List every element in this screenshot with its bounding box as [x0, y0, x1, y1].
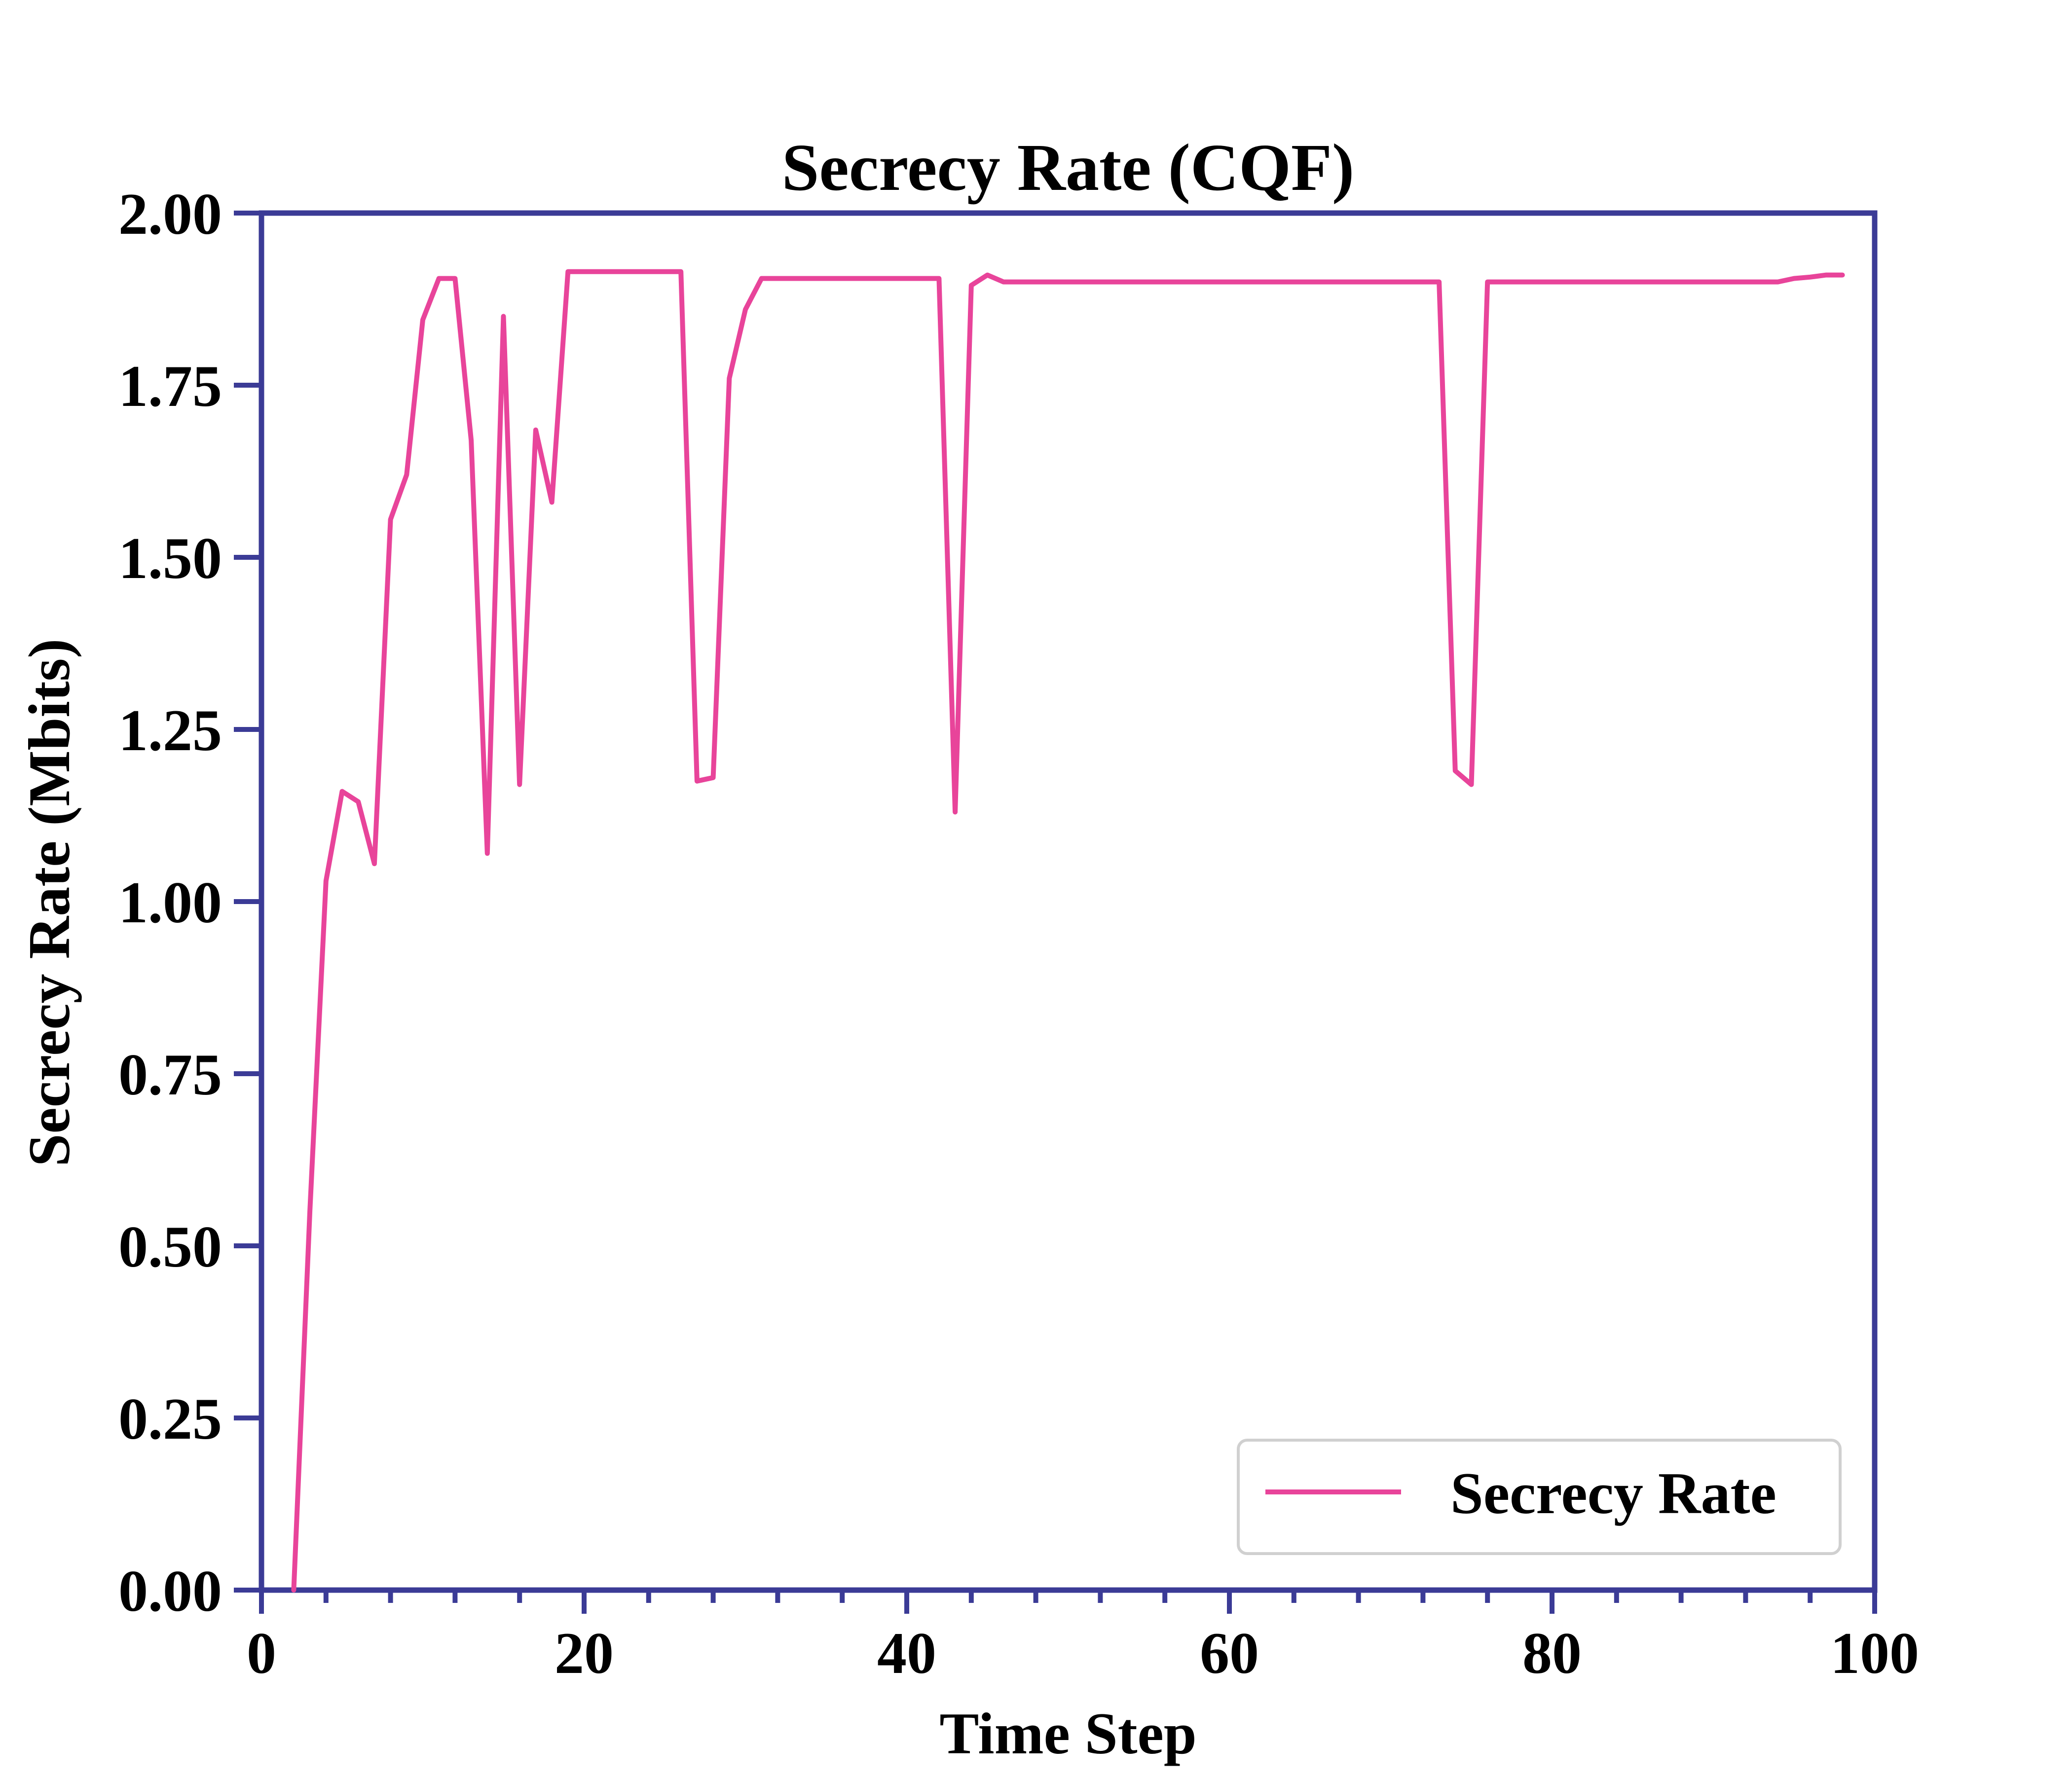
y-tick-label: 0.75: [118, 1042, 222, 1107]
legend-label-secrecy-rate: Secrecy Rate: [1450, 1460, 1776, 1526]
chart-title: Secrecy Rate (CQF): [782, 131, 1355, 205]
y-axis: 0.00 0.25 0.50 0.75 1.00 1.25 1.50 1.75 2.00: [118, 181, 261, 1624]
series-layer: [291, 269, 1845, 1593]
y-tick-label: 1.25: [118, 697, 222, 763]
plot-area: [259, 210, 1878, 1593]
y-tick-label: 1.50: [118, 525, 222, 591]
y-tick-label: 2.00: [118, 181, 222, 247]
x-tick-label: 80: [1522, 1620, 1582, 1686]
legend-frame: [1237, 1439, 1842, 1555]
x-tick-label: 100: [1830, 1620, 1919, 1686]
y-axis-label: Secrecy Rate (Mbits): [16, 639, 82, 1167]
x-tick-label: 60: [1200, 1620, 1259, 1686]
x-axis: 0 20 40 60 80 100: [247, 1590, 1919, 1686]
y-tick-label: 0.00: [118, 1558, 222, 1624]
y-tick-label: 1.75: [118, 353, 222, 419]
x-tick-label: 20: [555, 1620, 614, 1686]
x-tick-label: 0: [247, 1620, 276, 1686]
series-line-secrecy-rate: [291, 269, 1845, 1593]
plot-frame: [259, 210, 1878, 1593]
y-tick-label: 0.50: [118, 1214, 222, 1279]
y-tick-label: 1.00: [118, 870, 222, 935]
x-axis-label: Time Step: [939, 1701, 1196, 1766]
y-tick-label: 0.25: [118, 1386, 222, 1451]
legend: Secrecy Rate: [1237, 1439, 1842, 1555]
x-tick-label: 40: [877, 1620, 936, 1686]
